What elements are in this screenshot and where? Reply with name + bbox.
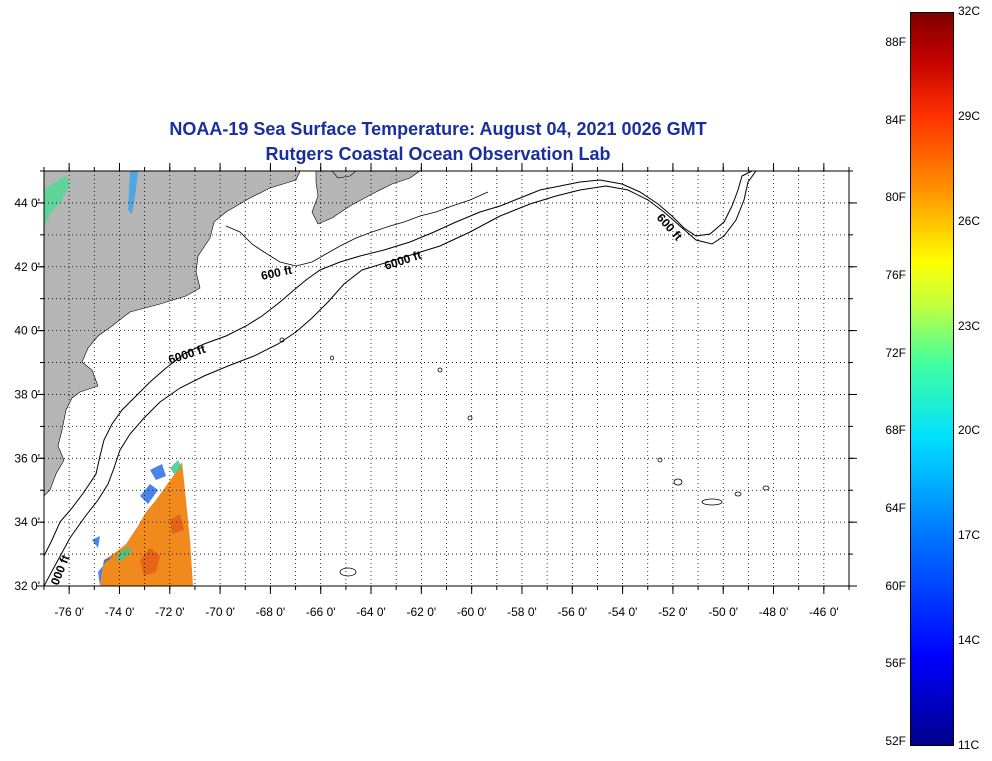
lon-label: -64 0' bbox=[356, 605, 386, 619]
colorbar-celsius-label: 23C bbox=[958, 318, 981, 333]
colorbar-fahrenheit-label: 72F bbox=[885, 345, 906, 360]
axis-ticks: -76 0' -74 0' -72 0' -70 0' -68 0' -66 0' -64 … bbox=[14, 163, 857, 619]
colorbar-fahrenheit-label: 84F bbox=[885, 112, 906, 127]
temperature-colorbar bbox=[910, 12, 954, 746]
colorbar-fahrenheit-label: 56F bbox=[885, 656, 906, 671]
lat-label: 32 0' bbox=[14, 579, 40, 593]
colorbar-fahrenheit-label: 88F bbox=[885, 35, 906, 50]
map-subtitle: Rutgers Coastal Ocean Observation Lab bbox=[265, 144, 611, 164]
lat-label: 44 0' bbox=[14, 196, 40, 210]
seamount-contour bbox=[279, 337, 285, 343]
map-title: NOAA-19 Sea Surface Temperature: August … bbox=[169, 119, 707, 139]
lat-label: 38 0' bbox=[14, 387, 40, 401]
lon-label: -60 0' bbox=[457, 605, 487, 619]
lon-label: -56 0' bbox=[557, 605, 587, 619]
colorbar-celsius-label: 14C bbox=[958, 633, 981, 648]
lon-label: -46 0' bbox=[809, 605, 839, 619]
lat-label: 34 0' bbox=[14, 515, 40, 529]
colorbar-fahrenheit-label: 60F bbox=[885, 578, 906, 593]
contour-600ft bbox=[44, 171, 753, 557]
colorbar-fahrenheit-label: 52F bbox=[885, 734, 906, 749]
lon-label: -50 0' bbox=[708, 605, 738, 619]
lon-label: -62 0' bbox=[407, 605, 437, 619]
lon-label: -72 0' bbox=[155, 605, 185, 619]
colorbar-celsius-label: 11C bbox=[958, 738, 980, 752]
colorbar-fahrenheit-label: 64F bbox=[885, 501, 906, 516]
seamount-contour bbox=[701, 498, 723, 506]
land-island bbox=[331, 171, 357, 179]
sst-hot-spots bbox=[140, 514, 184, 576]
seamount-contour bbox=[339, 567, 357, 577]
lon-label: -58 0' bbox=[507, 605, 537, 619]
lon-label: -54 0' bbox=[608, 605, 638, 619]
lon-label: -76 0' bbox=[54, 605, 84, 619]
land-nova-scotia bbox=[311, 171, 421, 225]
seamount-contour bbox=[762, 485, 770, 491]
colorbar-celsius-label: 26C bbox=[958, 213, 981, 228]
lon-label: -52 0' bbox=[658, 605, 688, 619]
colorbar-celsius-label: 32C bbox=[958, 4, 981, 18]
lon-label: -70 0' bbox=[205, 605, 235, 619]
sst-north-patch-2 bbox=[128, 171, 138, 214]
lon-label: -68 0' bbox=[256, 605, 286, 619]
lon-label: -48 0' bbox=[759, 605, 789, 619]
sst-north-patch bbox=[44, 176, 70, 228]
colorbar-celsius-label: 17C bbox=[958, 528, 981, 543]
seamount-contour bbox=[734, 491, 742, 497]
seamount-contour bbox=[437, 367, 443, 373]
sst-cool-edge bbox=[92, 464, 166, 586]
contour-6000ft bbox=[44, 171, 757, 586]
lon-label: -74 0' bbox=[105, 605, 135, 619]
colorbar-fahrenheit-label: 76F bbox=[885, 268, 906, 283]
seamount-contour bbox=[330, 355, 334, 361]
lat-label: 40 0' bbox=[14, 324, 40, 338]
lat-label: 36 0' bbox=[14, 451, 40, 465]
seamount-contour bbox=[467, 415, 473, 421]
colorbar-celsius-label: 20C bbox=[958, 423, 981, 438]
colorbar-fahrenheit-label: 80F bbox=[885, 190, 906, 205]
lat-label: 42 0' bbox=[14, 260, 40, 274]
seamount-contour bbox=[673, 478, 683, 486]
colorbar-celsius-label: 29C bbox=[958, 108, 981, 123]
gulf-of-maine-contour bbox=[225, 191, 489, 267]
contour-label-600-north: 600 ft bbox=[260, 263, 294, 283]
colorbar-fahrenheit-label: 68F bbox=[885, 423, 906, 438]
sst-green-fringe bbox=[116, 460, 182, 562]
lon-label: -66 0' bbox=[306, 605, 336, 619]
